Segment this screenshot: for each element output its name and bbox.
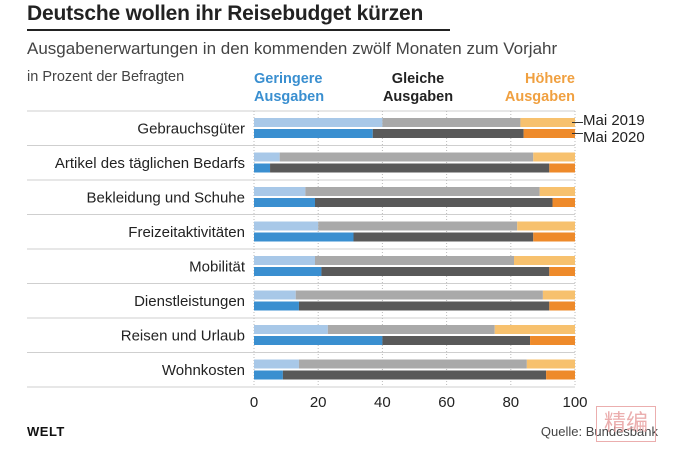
bar-segment	[254, 290, 296, 300]
series-label-2020: Mai 2020	[583, 129, 645, 146]
bar-segment	[254, 232, 354, 242]
title-underline	[27, 29, 450, 31]
bar-segment	[514, 256, 575, 265]
bar-segment	[533, 152, 575, 162]
bar-segment	[298, 301, 550, 311]
bar-segment	[321, 267, 550, 276]
category-label: Bekleidung und Schuhe	[87, 189, 245, 206]
bar-segment	[254, 267, 322, 276]
bar-segment	[314, 198, 553, 207]
bar-segment	[546, 370, 575, 380]
bar-segment	[552, 198, 575, 207]
bar-segment	[318, 221, 518, 231]
bar-segment	[549, 163, 575, 173]
bar-segment	[530, 336, 575, 345]
category-label: Freizeitaktivitäten	[128, 224, 245, 241]
bar-segment	[382, 118, 521, 127]
bar-segment	[254, 301, 299, 311]
x-tick-label: 20	[310, 394, 327, 411]
bar-segment	[254, 198, 315, 207]
unit-note: in Prozent der Befragten	[27, 69, 185, 85]
bar-segment	[254, 118, 383, 127]
bar-segment	[254, 359, 299, 369]
chart-subtitle: Ausgabenerwartungen in den kommenden zwö…	[27, 39, 558, 58]
x-tick-label: 80	[502, 394, 519, 411]
bar-segment	[517, 221, 575, 231]
x-tick-label: 60	[438, 394, 455, 411]
legend-same-line2: Ausgaben	[382, 89, 454, 105]
category-label: Reisen und Urlaub	[121, 327, 245, 344]
bar-segment	[254, 152, 280, 162]
bar-segment	[526, 359, 575, 369]
category-label: Artikel des täglichen Bedarfs	[55, 155, 245, 172]
bar-segment	[382, 336, 531, 345]
x-tick-label: 100	[562, 394, 587, 411]
bar-segment	[298, 359, 527, 369]
source-note: Quelle: Bundesbank	[540, 424, 658, 439]
legend-high-line2: Ausgaben	[504, 89, 575, 105]
bar-segment	[254, 221, 319, 231]
bar-segment	[494, 325, 575, 334]
legend-same-spending: Gleiche Ausgaben	[366, 70, 470, 106]
category-label: Dienstleistungen	[134, 293, 245, 310]
bar-segment	[549, 301, 575, 311]
legend-higher-spending: Höhere Ausgaben	[480, 70, 575, 106]
brand-logo: WELT	[27, 424, 65, 439]
category-label: Gebrauchsgüter	[137, 120, 245, 137]
bar-segment	[523, 129, 575, 138]
series-label-2019: Mai 2019	[583, 112, 645, 129]
watermark-stamp: 精编	[596, 406, 656, 442]
bar-segment	[295, 290, 543, 300]
bar-segment	[254, 163, 271, 173]
bar-segment	[254, 187, 306, 196]
bar-segment	[282, 370, 547, 380]
bar-segment	[372, 129, 524, 138]
bar-segment	[254, 370, 283, 380]
legend-low-line1: Geringere	[254, 71, 323, 87]
category-label: Wohnkosten	[162, 362, 245, 379]
bar-segment	[254, 129, 373, 138]
bar-segment	[254, 325, 328, 334]
legend-same-line1: Gleiche	[391, 71, 445, 87]
legend-high-line1: Höhere	[525, 71, 575, 87]
legend-lower-spending: Geringere Ausgaben	[254, 70, 324, 106]
bar-segment	[327, 325, 495, 334]
bar-segment	[279, 152, 534, 162]
bar-segment	[254, 336, 383, 345]
category-label: Mobilität	[189, 258, 246, 275]
bar-segment	[270, 163, 550, 173]
chart-title: Deutsche wollen ihr Reisebudget kürzen	[27, 2, 424, 25]
bar-segment	[254, 256, 315, 265]
bar-segment	[520, 118, 575, 127]
x-tick-label: 0	[250, 394, 258, 411]
legend-low-line2: Ausgaben	[254, 89, 325, 105]
bar-segment	[542, 290, 575, 300]
bar-segment	[353, 232, 534, 242]
x-tick-label: 40	[374, 394, 391, 411]
bar-segment	[533, 232, 575, 242]
bar-segment	[539, 187, 575, 196]
bar-segment	[305, 187, 540, 196]
bar-segment	[549, 267, 575, 276]
bar-segment	[314, 256, 515, 265]
